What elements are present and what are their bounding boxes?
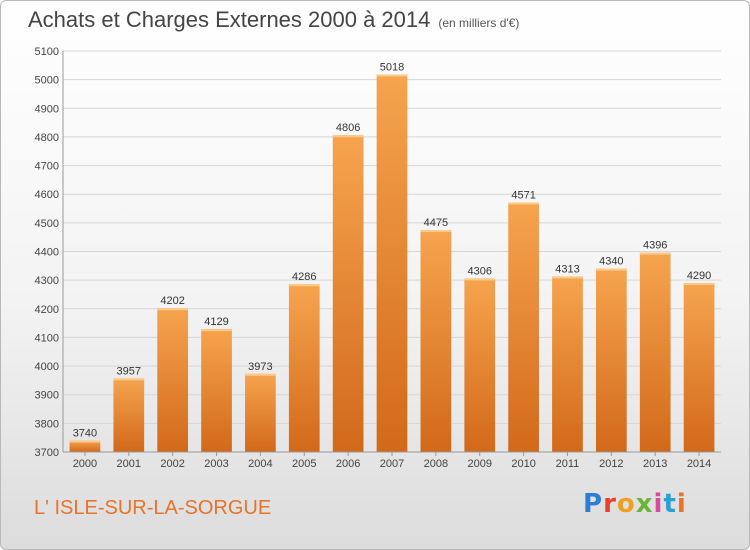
value-label: 4306 <box>467 265 491 277</box>
bar-highlight <box>464 278 496 281</box>
bar <box>420 230 452 452</box>
value-label: 4313 <box>555 263 579 275</box>
bar-highlight <box>595 268 627 271</box>
x-tick-label: 2004 <box>248 458 272 470</box>
y-tick-label: 5000 <box>35 75 59 87</box>
axes: 3700 3800 3900 4000 4100 4200 4300 4400 4500 4600… <box>35 46 721 470</box>
x-tick-label: 2000 <box>73 458 97 470</box>
value-label: 4475 <box>424 217 448 229</box>
y-tick-label: 4800 <box>35 132 59 144</box>
value-label: 4202 <box>160 295 184 307</box>
y-tick-label: 4900 <box>35 103 59 115</box>
x-tick-label: 2011 <box>556 458 580 470</box>
bar <box>639 252 671 452</box>
bar <box>332 135 364 452</box>
bar <box>201 329 232 452</box>
title-text: Achats et Charges Externes 2000 à 2014 <box>28 7 431 32</box>
y-tick-label: 3900 <box>35 390 59 402</box>
bar <box>683 283 715 452</box>
x-tick-label: 2012 <box>599 458 623 470</box>
bar-highlight <box>420 230 452 233</box>
bar-highlight <box>332 135 364 138</box>
bar-highlight <box>639 252 671 255</box>
bar-highlight <box>69 440 101 443</box>
chart-title: Achats et Charges Externes 2000 à 2014 (e… <box>28 7 519 33</box>
y-tick-label: 4000 <box>35 361 59 373</box>
y-tick-label: 3800 <box>35 418 59 430</box>
bar <box>245 373 276 452</box>
bar-highlight <box>201 329 232 332</box>
bar-highlight <box>113 378 145 381</box>
value-label: 4290 <box>687 270 711 282</box>
bar-highlight <box>157 308 189 311</box>
y-tick-label: 4200 <box>35 304 59 316</box>
y-tick-label: 4500 <box>35 218 59 230</box>
x-tick-label: 2005 <box>292 458 316 470</box>
x-tick-label: 2003 <box>204 458 228 470</box>
bar-highlight <box>552 276 583 279</box>
x-tick-label: 2010 <box>511 458 535 470</box>
city-name: L' ISLE-SUR-LA-SORGUE <box>34 497 272 519</box>
bar-highlight <box>245 373 276 376</box>
value-label: 4396 <box>643 240 667 252</box>
bar-highlight <box>508 202 539 205</box>
bars <box>69 74 715 452</box>
bar <box>508 202 539 452</box>
x-tick-label: 2009 <box>467 458 491 470</box>
x-tick-label: 2002 <box>160 458 184 470</box>
bar <box>464 278 496 452</box>
bar <box>288 284 320 452</box>
value-label: 4806 <box>336 122 360 134</box>
bar <box>376 74 408 452</box>
bar <box>552 276 583 452</box>
value-label: 3973 <box>248 361 272 373</box>
value-labels: 3740 3957 4202 4129 3973 4286 4806 5018 4475 4306… <box>73 61 712 439</box>
value-label: 4571 <box>511 190 535 202</box>
chart-subtitle: (en milliers d'€) <box>438 16 520 30</box>
value-label: 4129 <box>204 316 228 328</box>
y-tick-label: 4600 <box>35 189 59 201</box>
value-label: 3740 <box>73 428 97 440</box>
y-tick-label: 3700 <box>35 447 59 459</box>
bar-highlight <box>683 283 715 286</box>
proxiti-logo: Proxiti <box>583 489 687 519</box>
y-tick-label: 4300 <box>35 275 59 287</box>
x-tick-label: 2006 <box>336 458 360 470</box>
value-label: 3957 <box>117 365 141 377</box>
x-tick-label: 2001 <box>117 458 141 470</box>
x-tick-label: 2014 <box>687 458 711 470</box>
bar <box>595 268 627 452</box>
y-tick-label: 4100 <box>35 332 59 344</box>
x-tick-label: 2013 <box>643 458 667 470</box>
x-tick-label: 2007 <box>380 458 404 470</box>
value-label: 5018 <box>380 61 404 73</box>
bar <box>157 308 189 452</box>
value-label: 4340 <box>599 256 623 268</box>
bar <box>69 440 101 452</box>
y-tick-label: 4400 <box>35 247 59 259</box>
y-tick-label: 4700 <box>35 161 59 173</box>
bar <box>113 378 145 452</box>
y-tick-label: 5100 <box>35 46 59 58</box>
bar-highlight <box>288 284 320 287</box>
bar-highlight <box>376 74 408 77</box>
x-tick-label: 2008 <box>424 458 448 470</box>
value-label: 4286 <box>292 271 316 283</box>
